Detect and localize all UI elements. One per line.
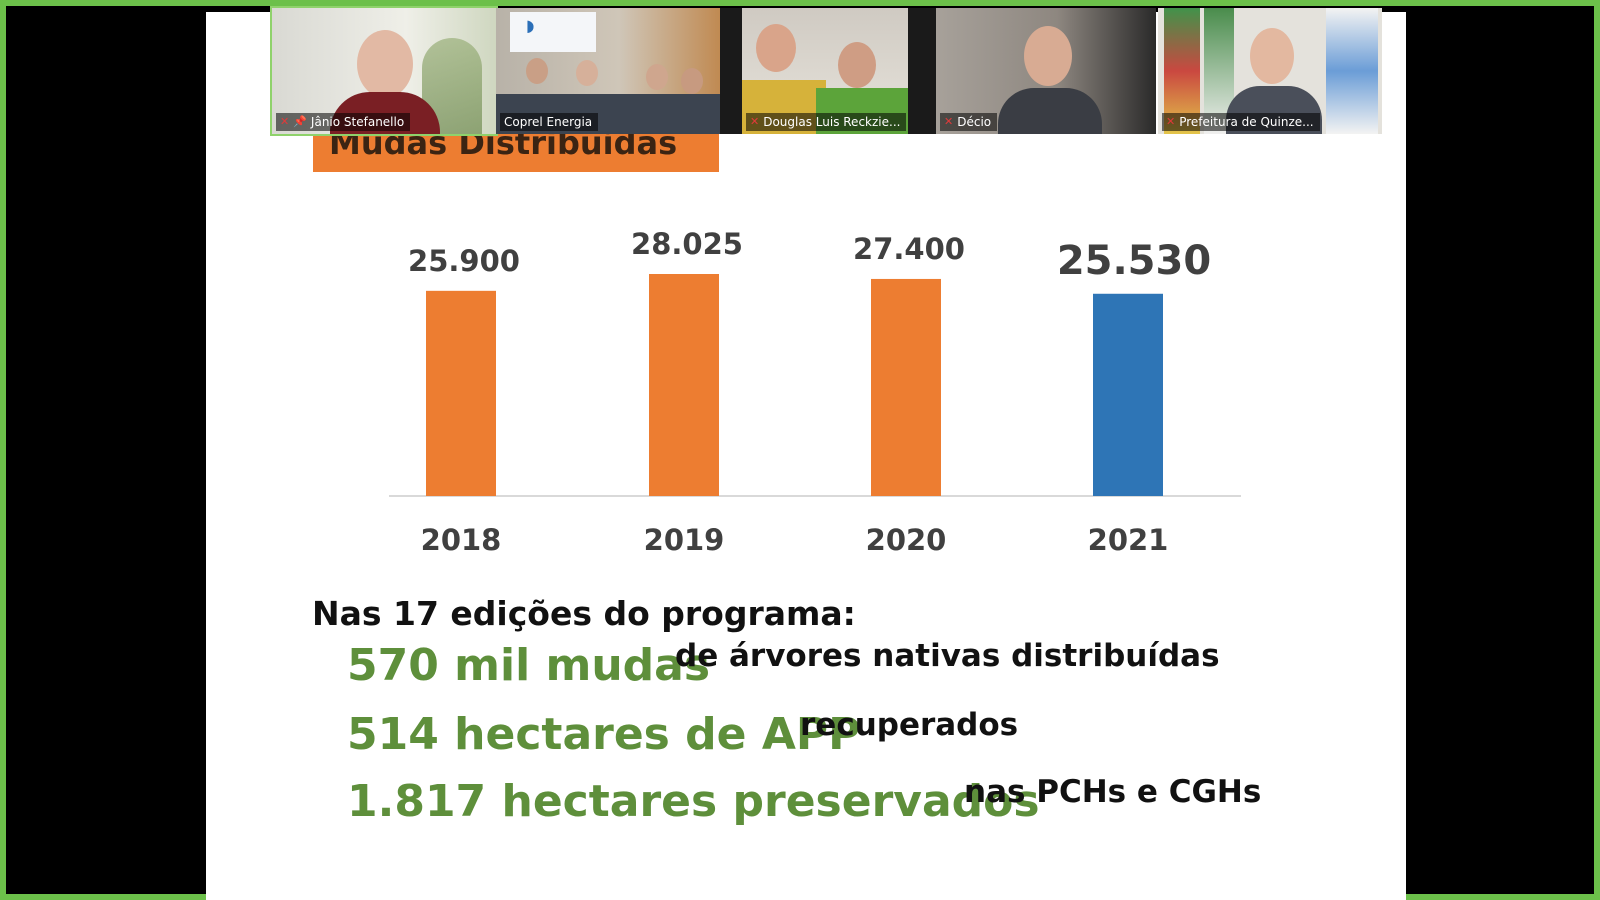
participant-tile-decio[interactable]: ✕ Décio	[936, 8, 1156, 134]
participant-avatar	[1250, 28, 1294, 84]
participant-name: Coprel Energia	[504, 115, 593, 129]
data-label-2018: 25.900	[408, 244, 520, 278]
bar-chart: 25.900 2018 28.025 2019 27.400 2020 25.530 2021	[389, 227, 1241, 557]
shared-slide: Mudas Distribuídas 25.900 2018 28.025 2019 2…	[206, 12, 1406, 900]
stat-seedlings-desc: de árvores nativas distribuídas	[675, 638, 1220, 674]
name-tag: ✕ Douglas Luis Reckzie...	[746, 113, 907, 131]
flag-3	[1326, 8, 1378, 134]
stats-block: Nas 17 edições do programa: 570 mil muda…	[206, 12, 1406, 900]
name-tag: ✕ Prefeitura de Quinze...	[1162, 113, 1320, 131]
participant-strip: ✕ 📌 Jânio Stefanello ◗ Coprel Energia	[270, 6, 1406, 138]
mic-muted-icon: ✕	[750, 115, 760, 128]
person-4	[681, 68, 703, 94]
participant-name: Jânio Stefanello	[310, 115, 405, 129]
bar-2018	[426, 290, 496, 496]
data-label-2021: 25.530	[1057, 238, 1211, 284]
participant-tile-douglas[interactable]: ✕ Douglas Luis Reckzie...	[742, 8, 908, 134]
x-tick-2019: 2019	[644, 523, 725, 557]
participant-name: Prefeitura de Quinze...	[1179, 115, 1314, 129]
data-label-2019: 28.025	[631, 227, 743, 261]
participant-name: Décio	[957, 115, 992, 129]
tile-letterbox	[720, 8, 742, 134]
person-2	[838, 42, 876, 88]
x-tick-2020: 2020	[866, 523, 947, 557]
person-3	[646, 64, 668, 90]
stat-app-desc: recuperados	[800, 707, 1019, 743]
name-tag: Coprel Energia	[500, 113, 599, 131]
stat-app-value: 514 hectares de APP	[347, 709, 861, 760]
data-label-2020: 27.400	[853, 232, 965, 266]
participant-avatar	[1024, 26, 1072, 86]
participant-name: Douglas Luis Reckzie...	[763, 115, 901, 129]
bar-2020	[871, 278, 941, 496]
mic-muted-icon: ✕	[944, 115, 954, 128]
pin-icon: 📌	[293, 115, 307, 128]
person-1	[756, 24, 796, 72]
person-2	[576, 60, 598, 86]
coprel-logo: ◗	[526, 16, 535, 35]
participant-tile-coprel[interactable]: ◗ Coprel Energia	[496, 8, 720, 134]
participant-body	[998, 88, 1102, 134]
x-tick-2021: 2021	[1088, 523, 1169, 557]
participant-tile-janio[interactable]: ✕ 📌 Jânio Stefanello	[270, 6, 498, 136]
tile-letterbox	[908, 8, 936, 134]
stat-seedlings-value: 570 mil mudas	[347, 640, 711, 691]
bar-2019	[649, 274, 719, 496]
x-tick-2018: 2018	[421, 523, 502, 557]
stat-preserved-value: 1.817 hectares preservados	[347, 776, 1040, 827]
name-tag: ✕ Décio	[940, 113, 998, 131]
mic-muted-icon: ✕	[280, 115, 290, 128]
coprel-banner	[510, 12, 596, 52]
stats-intro: Nas 17 edições do programa:	[312, 594, 856, 633]
participant-avatar	[357, 30, 413, 98]
participant-tile-prefeitura[interactable]: ✕ Prefeitura de Quinze...	[1158, 8, 1382, 134]
bar-2021	[1093, 293, 1163, 496]
mic-muted-icon: ✕	[1166, 115, 1176, 128]
name-tag: ✕ 📌 Jânio Stefanello	[276, 113, 411, 131]
stat-preserved-desc: nas PCHs e CGHs	[964, 774, 1262, 810]
person-1	[526, 58, 548, 84]
